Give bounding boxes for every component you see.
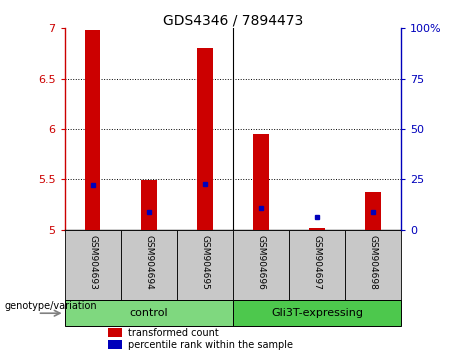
Bar [233, 300, 401, 326]
Text: GSM904695: GSM904695 [200, 235, 209, 290]
Text: GSM904694: GSM904694 [144, 235, 153, 290]
Bar [85, 30, 100, 230]
Bar [365, 193, 381, 230]
Bar [253, 134, 269, 230]
Text: GSM904693: GSM904693 [88, 235, 97, 290]
Bar [108, 328, 122, 337]
Bar [141, 180, 157, 230]
Text: GSM904696: GSM904696 [256, 235, 266, 290]
Bar [309, 228, 325, 230]
Bar [233, 230, 289, 300]
Text: genotype/variation: genotype/variation [5, 301, 97, 311]
Title: GDS4346 / 7894473: GDS4346 / 7894473 [163, 13, 303, 27]
Text: percentile rank within the sample: percentile rank within the sample [129, 339, 294, 350]
Bar [121, 230, 177, 300]
Text: control: control [130, 308, 168, 318]
Bar [345, 230, 401, 300]
Bar [65, 230, 121, 300]
Bar [289, 230, 345, 300]
Text: GSM904697: GSM904697 [313, 235, 321, 290]
Bar [177, 230, 233, 300]
Text: GSM904698: GSM904698 [368, 235, 378, 290]
Bar [108, 340, 122, 349]
Bar [197, 48, 213, 230]
Bar [65, 300, 233, 326]
Text: Gli3T-expressing: Gli3T-expressing [271, 308, 363, 318]
Text: transformed count: transformed count [129, 327, 219, 338]
